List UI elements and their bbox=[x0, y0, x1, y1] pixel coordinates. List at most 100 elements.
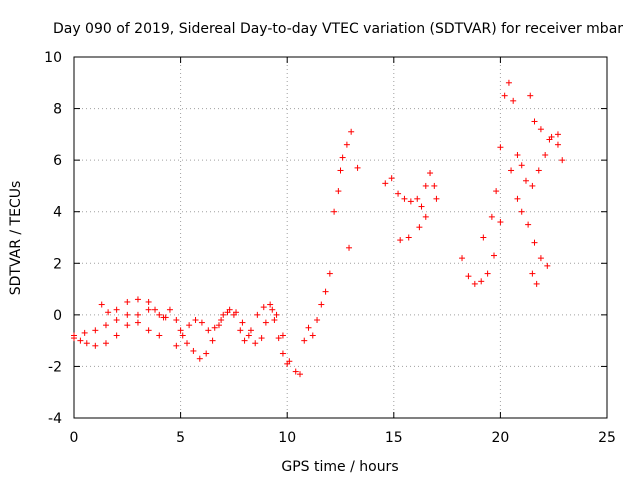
data-point bbox=[535, 167, 542, 174]
data-point bbox=[113, 306, 120, 313]
data-point bbox=[113, 317, 120, 324]
data-point bbox=[134, 311, 141, 318]
data-point bbox=[77, 337, 84, 344]
data-point bbox=[508, 167, 515, 174]
data-point bbox=[247, 327, 254, 334]
data-point bbox=[497, 144, 504, 151]
data-point bbox=[145, 327, 152, 334]
data-point bbox=[388, 175, 395, 182]
y-tick-label: 4 bbox=[53, 205, 62, 221]
x-tick-label: 20 bbox=[491, 430, 509, 446]
x-tick-label: 10 bbox=[278, 430, 296, 446]
data-point bbox=[190, 347, 197, 354]
data-point bbox=[559, 157, 566, 164]
data-point bbox=[271, 317, 278, 324]
data-point bbox=[537, 126, 544, 133]
data-point bbox=[179, 332, 186, 339]
data-point bbox=[484, 270, 491, 277]
data-point bbox=[166, 306, 173, 313]
data-point bbox=[491, 252, 498, 259]
data-point bbox=[427, 170, 434, 177]
data-point bbox=[478, 278, 485, 285]
data-point bbox=[348, 128, 355, 135]
data-point bbox=[152, 306, 159, 313]
y-tick-label: 10 bbox=[44, 50, 62, 66]
x-tick-labels: 0 5 10 15 20 25 bbox=[70, 430, 616, 446]
data-point bbox=[301, 337, 308, 344]
data-point bbox=[113, 332, 120, 339]
data-point bbox=[414, 195, 421, 202]
data-point bbox=[527, 92, 534, 99]
y-tick-label: -2 bbox=[48, 359, 62, 375]
data-point bbox=[198, 319, 205, 326]
data-point bbox=[318, 301, 325, 308]
data-point bbox=[305, 324, 312, 331]
data-point bbox=[405, 234, 412, 241]
data-point bbox=[326, 270, 333, 277]
data-point bbox=[230, 311, 237, 318]
data-point bbox=[145, 306, 152, 313]
data-point bbox=[196, 355, 203, 362]
data-point bbox=[279, 350, 286, 357]
data-point bbox=[279, 332, 286, 339]
data-point bbox=[531, 239, 538, 246]
data-point bbox=[422, 182, 429, 189]
data-point bbox=[183, 340, 190, 347]
data-point bbox=[81, 329, 88, 336]
data-point bbox=[554, 141, 561, 148]
data-point bbox=[156, 311, 163, 318]
data-point bbox=[533, 280, 540, 287]
data-point bbox=[239, 319, 246, 326]
data-point bbox=[505, 79, 512, 86]
x-tick-label: 0 bbox=[70, 430, 79, 446]
data-point bbox=[205, 327, 212, 334]
data-point bbox=[275, 335, 282, 342]
y-tick-labels: -4 -2 0 2 4 6 8 10 bbox=[44, 50, 62, 427]
data-point bbox=[83, 340, 90, 347]
data-point bbox=[525, 221, 532, 228]
data-point bbox=[218, 317, 225, 324]
data-point bbox=[416, 224, 423, 231]
data-point bbox=[252, 340, 259, 347]
data-point bbox=[269, 306, 276, 313]
data-point bbox=[267, 301, 274, 308]
data-point bbox=[92, 342, 99, 349]
data-point bbox=[546, 136, 553, 143]
data-point bbox=[339, 154, 346, 161]
data-point bbox=[245, 332, 252, 339]
data-point bbox=[186, 322, 193, 329]
data-point bbox=[431, 182, 438, 189]
x-axis-label: GPS time / hours bbox=[281, 459, 398, 475]
data-point bbox=[497, 219, 504, 226]
data-point bbox=[160, 314, 167, 321]
axis-ticks bbox=[73, 56, 608, 419]
data-point bbox=[537, 255, 544, 262]
data-point bbox=[422, 213, 429, 220]
data-point bbox=[382, 180, 389, 187]
y-tick-label: 0 bbox=[53, 308, 62, 324]
data-point bbox=[296, 371, 303, 378]
data-point bbox=[292, 368, 299, 375]
data-point bbox=[459, 255, 466, 262]
data-point bbox=[354, 164, 361, 171]
y-tick-label: 6 bbox=[53, 153, 62, 169]
data-point bbox=[241, 337, 248, 344]
data-point bbox=[309, 332, 316, 339]
data-point bbox=[518, 162, 525, 169]
y-axis-label: SDTVAR / TECUs bbox=[8, 181, 24, 296]
data-point bbox=[192, 317, 199, 324]
data-point bbox=[531, 118, 538, 125]
data-point bbox=[124, 311, 131, 318]
data-point bbox=[145, 298, 152, 305]
data-point bbox=[331, 208, 338, 215]
data-point bbox=[337, 167, 344, 174]
data-point bbox=[156, 332, 163, 339]
data-point bbox=[542, 151, 549, 158]
data-point bbox=[471, 280, 478, 287]
data-point bbox=[254, 311, 261, 318]
data-point bbox=[522, 177, 529, 184]
data-point bbox=[124, 298, 131, 305]
data-point bbox=[395, 190, 402, 197]
data-point bbox=[260, 304, 267, 311]
